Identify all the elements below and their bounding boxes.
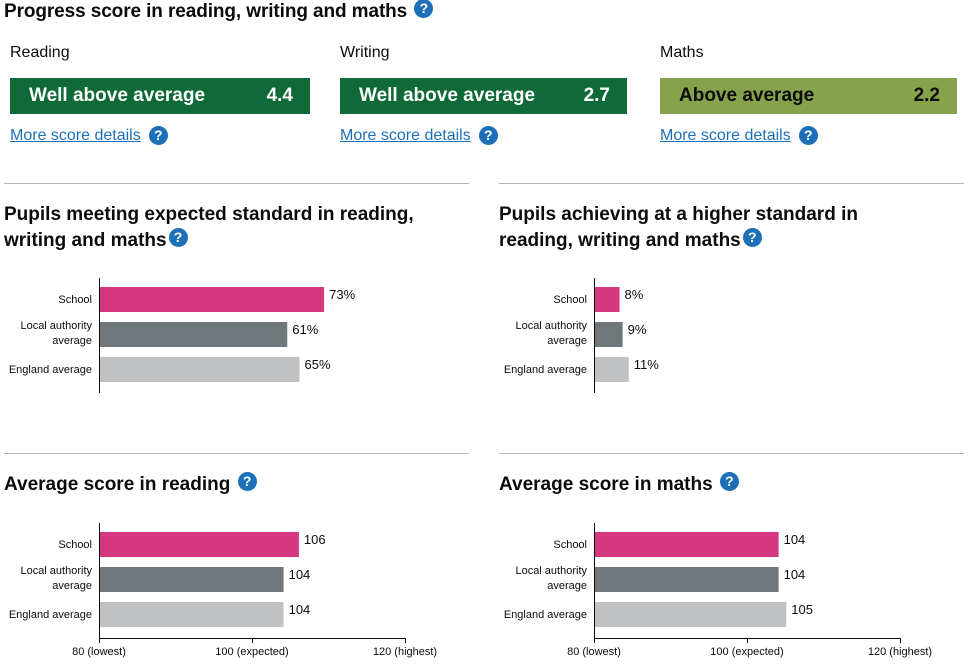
section-title-text: Average score in reading xyxy=(4,474,231,495)
value-label: 11% xyxy=(634,357,659,372)
category-label: England average xyxy=(504,364,587,376)
bar-school xyxy=(100,532,299,557)
value-label: 8% xyxy=(625,287,644,302)
score-box: Well above average 4.4 xyxy=(10,78,310,114)
score-band: Well above average xyxy=(359,85,536,106)
value-label: 61% xyxy=(292,322,318,337)
category-label: Local authority xyxy=(515,565,587,577)
chart-svg: 8% School 9% Local authority average 11% Engla… xyxy=(504,278,659,393)
section-title-reading: Average score in reading xyxy=(4,472,257,498)
bar-england xyxy=(100,602,284,627)
help-icon[interactable] xyxy=(414,0,434,19)
help-icon[interactable] xyxy=(168,228,188,248)
category-label: average xyxy=(547,580,587,592)
chart-svg: 73% School 61% Local authority average 65% Eng… xyxy=(9,278,356,393)
help-icon[interactable] xyxy=(719,472,739,492)
category-label: England average xyxy=(9,609,92,621)
value-label: 104 xyxy=(784,567,806,582)
help-icon[interactable] xyxy=(478,126,498,145)
bar-school xyxy=(595,287,620,312)
value-label: 106 xyxy=(304,532,326,547)
category-label: School xyxy=(553,294,587,306)
subject-card-reading: Reading Well above average 4.4 More scor… xyxy=(10,44,310,145)
x-tick-label: 100 (expected) xyxy=(215,646,288,658)
divider xyxy=(499,183,964,184)
divider xyxy=(499,453,964,454)
bar-local-authority xyxy=(595,567,779,592)
category-label: England average xyxy=(504,609,587,621)
x-tick-label: 120 (highest) xyxy=(373,646,437,658)
divider xyxy=(4,453,469,454)
bar-england xyxy=(100,357,300,382)
chart-svg: 106 School 104 Local authority average 104 Eng… xyxy=(9,523,437,658)
x-tick-label: 120 (highest) xyxy=(868,646,932,658)
chart-reading-score: 106 School 104 Local authority average 104 Eng… xyxy=(0,523,469,663)
x-tick-label: 80 (lowest) xyxy=(72,646,126,658)
bar-local-authority xyxy=(100,322,288,347)
category-label: School xyxy=(58,294,92,306)
x-tick-label: 100 (expected) xyxy=(710,646,783,658)
chart-svg: 104 School 104 Local authority average 105 Eng… xyxy=(504,523,932,658)
chart-maths-score: 104 School 104 Local authority average 105 Eng… xyxy=(495,523,964,663)
divider xyxy=(4,183,469,184)
category-label: School xyxy=(58,539,92,551)
bar-england xyxy=(595,357,629,382)
section-title-text: Pupils meeting expected standard in read… xyxy=(4,204,414,251)
progress-title-text: Progress score in reading, writing and m… xyxy=(4,1,408,22)
section-title-higher: Pupils achieving at a higher standard in… xyxy=(499,202,919,254)
bar-local-authority xyxy=(595,322,623,347)
score-value: 4.4 xyxy=(266,85,293,106)
category-label: Local authority xyxy=(20,320,92,332)
chart-expected-standard: 73% School 61% Local authority average 65% Eng… xyxy=(0,278,469,396)
section-title-text: Average score in maths xyxy=(499,474,713,495)
score-value: 2.2 xyxy=(913,85,940,106)
section-title-maths: Average score in maths xyxy=(499,472,739,498)
subject-label: Maths xyxy=(660,44,704,61)
category-label: average xyxy=(547,335,587,347)
value-label: 104 xyxy=(289,602,311,617)
section-title-expected: Pupils meeting expected standard in read… xyxy=(4,202,469,254)
value-label: 104 xyxy=(289,567,311,582)
score-band: Above average xyxy=(679,85,815,106)
subject-label: Writing xyxy=(340,44,390,61)
more-score-details-link[interactable]: More score details xyxy=(660,126,791,144)
chart-higher-standard: 8% School 9% Local authority average 11% Engla… xyxy=(495,278,964,396)
score-band: Well above average xyxy=(29,85,206,106)
help-icon[interactable] xyxy=(798,126,818,145)
value-label: 73% xyxy=(329,287,355,302)
section-title-text: Pupils achieving at a higher standard in… xyxy=(499,204,858,251)
help-icon[interactable] xyxy=(148,126,168,145)
progress-title: Progress score in reading, writing and m… xyxy=(4,0,434,23)
bar-england xyxy=(595,602,787,627)
category-label: average xyxy=(52,580,92,592)
category-label: Local authority xyxy=(515,320,587,332)
subject-label: Reading xyxy=(10,44,70,61)
score-box: Well above average 2.7 xyxy=(340,78,627,114)
more-score-details-link[interactable]: More score details xyxy=(340,126,471,144)
more-score-details-link[interactable]: More score details xyxy=(10,126,141,144)
bar-local-authority xyxy=(100,567,284,592)
bar-school xyxy=(595,532,779,557)
subject-card-maths: Maths Above average 2.2 More score detai… xyxy=(660,44,957,145)
value-label: 104 xyxy=(784,532,806,547)
help-icon[interactable] xyxy=(742,228,762,248)
help-icon[interactable] xyxy=(237,472,257,492)
category-label: England average xyxy=(9,364,92,376)
category-label: Local authority xyxy=(20,565,92,577)
bar-school xyxy=(100,287,325,312)
value-label: 105 xyxy=(791,602,813,617)
x-tick-label: 80 (lowest) xyxy=(567,646,621,658)
value-label: 9% xyxy=(628,322,647,337)
score-value: 2.7 xyxy=(583,85,610,106)
score-box: Above average 2.2 xyxy=(660,78,957,114)
subject-card-writing: Writing Well above average 2.7 More scor… xyxy=(340,44,627,145)
value-label: 65% xyxy=(305,357,331,372)
category-label: average xyxy=(52,335,92,347)
category-label: School xyxy=(553,539,587,551)
